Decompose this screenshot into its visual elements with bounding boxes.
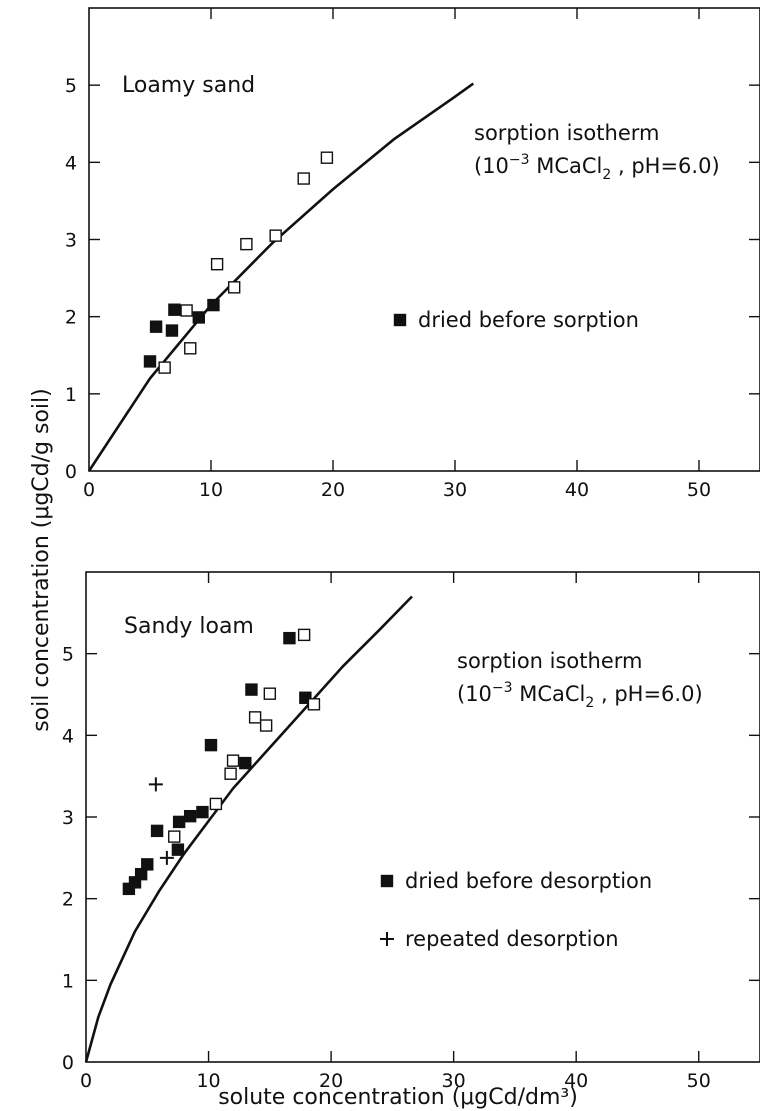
y-tick-label: 3 [65,230,77,252]
legend: dried before desorption repeated desorpti… [380,869,652,951]
x-tick-label: 0 [80,1070,92,1092]
legend-label: dried before desorption [405,869,652,893]
panel-title: Sandy loam [124,614,254,639]
isotherm-label-line2: (10−3 MCaCl2 , pH=6.0) [457,680,703,711]
filled-square-data-point [149,320,163,333]
open-square-data-point [224,767,237,780]
open-square-data-point [180,304,193,317]
legend-marker-plus [380,932,394,946]
filled-square-data-point [283,631,296,645]
isotherm-label-line1: sorption isotherm [474,121,659,145]
sorption-isotherm-curve [87,82,475,472]
y-tick-label: 2 [65,307,77,329]
open-square-data-point [226,754,240,767]
filled-square-data-point [168,303,181,316]
y-tick-label: 5 [65,75,77,97]
x-tick-label: 10 [196,1070,220,1092]
y-tick-label: 0 [62,1052,74,1074]
legend-marker-filled-square [380,874,394,888]
x-tick-label: 50 [687,479,711,501]
x-tick-label: 20 [321,479,345,501]
data-points [143,151,334,374]
isotherm-label-subscript: 2 [585,695,594,711]
isotherm-label-prefix: (10 [457,682,492,706]
plus-data-point [159,850,174,865]
open-square-data-point [240,237,253,251]
filled-square-data-point [239,756,252,770]
open-square-data-point [297,172,310,185]
data-points [122,628,321,896]
legend: dried before sorption [393,308,639,332]
panel-sandy-loam: 0 10 20 30 40 50 0 1 2 3 4 5 Sandy loam sorption is… [62,571,760,1092]
legend-label: dried before sorption [418,308,639,332]
filled-square-data-point [143,355,157,368]
x-tick-label: 40 [565,479,589,501]
open-square-data-point [168,830,181,843]
isotherm-label-line1: sorption isotherm [457,649,642,673]
open-square-data-point [209,797,223,811]
filled-square-data-point [141,858,154,871]
panel-title: Loamy sand [122,73,255,98]
isotherm-label-end: , pH=6.0) [594,682,702,706]
filled-square-data-point [299,691,312,704]
isotherm-label-prefix: (10 [474,154,509,178]
axis-ticks [86,572,760,1062]
open-square-data-point [248,711,262,724]
x-tick-label: 40 [564,1070,588,1092]
tick-labels: 0 10 20 30 40 50 0 1 2 3 4 5 [65,75,711,501]
axis-ticks [89,8,760,471]
open-square-data-point [263,687,277,700]
filled-square-data-point [204,738,218,752]
x-tick-label: 30 [443,479,467,501]
x-tick-label: 30 [442,1070,466,1092]
y-tick-label: 1 [65,384,77,406]
filled-square-data-point [245,683,258,696]
open-square-data-point [297,628,311,642]
y-tick-label: 1 [62,970,74,992]
x-tick-label: 0 [83,479,95,501]
open-square-data-point [227,281,241,294]
open-square-data-point [158,361,171,374]
y-tick-label: 5 [62,644,74,666]
x-tick-label: 20 [319,1070,343,1092]
filled-square-data-point [192,311,206,324]
tick-labels: 0 10 20 30 40 50 0 1 2 3 4 5 [62,644,711,1092]
plus-data-point [148,777,163,792]
open-square-data-point [269,229,282,242]
y-tick-label: 3 [62,807,74,829]
legend-marker-filled-square [393,313,407,327]
isotherm-label-line2: (10−3 MCaCl2 , pH=6.0) [474,152,720,183]
filled-square-data-point [165,324,179,337]
isotherm-label-exponent: −3 [492,680,513,696]
x-tick-label: 50 [687,1070,711,1092]
filled-square-data-point [150,824,164,838]
filled-square-data-point [171,843,185,856]
isotherm-label-salt: MCaCl [513,682,586,706]
panel-loamy-sand: 0 10 20 30 40 50 0 1 2 3 4 5 Loamy sand sorption is… [65,7,760,501]
isotherm-label-exponent: −3 [509,152,530,168]
filled-square-data-point [172,815,186,829]
filled-square-data-point [183,809,197,823]
y-tick-label: 4 [62,725,74,747]
filled-square-data-point [207,298,220,312]
open-square-data-point [259,719,273,732]
legend-label: repeated desorption [405,927,619,951]
open-square-data-point [184,342,197,355]
y-axis-label: soil concentration (μgCd/g soil) [29,388,54,731]
x-tick-label: 10 [199,479,223,501]
isotherm-label-subscript: 2 [602,167,611,183]
isotherm-label-salt: MCaCl [530,154,603,178]
y-tick-label: 4 [65,152,77,174]
x-axis-label: solute concentration (μgCd/dm³) [218,1085,578,1110]
y-tick-label: 0 [65,461,77,483]
isotherm-label-end: , pH=6.0) [611,154,719,178]
filled-square-data-point [196,805,209,819]
y-tick-label: 2 [62,889,74,911]
sorption-isotherm-curve [84,595,413,1063]
open-square-data-point [210,257,224,271]
open-square-data-point [307,698,321,711]
open-square-data-point [320,151,334,164]
